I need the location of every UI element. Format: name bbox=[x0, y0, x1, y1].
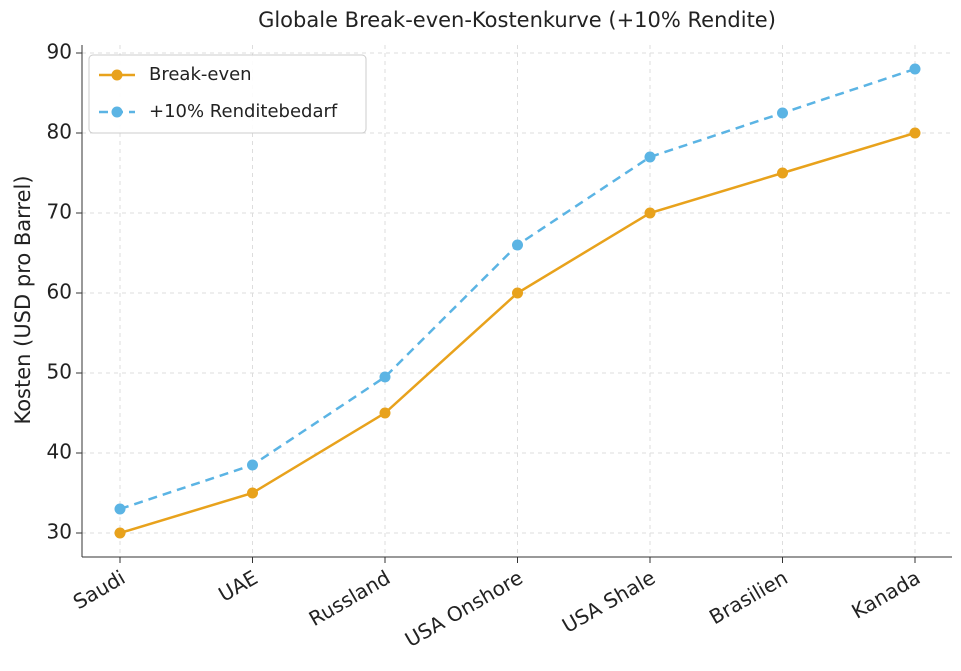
x-tick-label: Brasilien bbox=[705, 565, 792, 629]
point bbox=[777, 167, 788, 179]
y-tick-label: 60 bbox=[47, 280, 72, 304]
point bbox=[379, 407, 391, 419]
point bbox=[512, 239, 523, 251]
y-tick-label: 40 bbox=[47, 440, 72, 464]
y-axis-label: Kosten (USD pro Barrel) bbox=[11, 175, 35, 424]
legend-marker bbox=[111, 69, 123, 81]
point bbox=[379, 371, 391, 383]
point bbox=[247, 487, 258, 499]
x-tick-label: UAE bbox=[214, 565, 261, 606]
point bbox=[512, 287, 523, 299]
point bbox=[114, 503, 126, 515]
y-tick-label: 30 bbox=[47, 520, 72, 544]
point bbox=[114, 527, 126, 539]
legend-marker bbox=[111, 106, 123, 118]
x-tick-label: Kanada bbox=[847, 565, 924, 623]
y-tick-label: 50 bbox=[47, 360, 72, 384]
point bbox=[909, 63, 921, 75]
legend-box bbox=[88, 54, 367, 134]
legend-label: +10% Renditebedarf bbox=[149, 101, 338, 122]
y-tick-label: 90 bbox=[47, 40, 72, 64]
point bbox=[644, 207, 656, 219]
x-tick-label: USA Shale bbox=[558, 565, 659, 637]
x-tick-label: Saudi bbox=[69, 565, 129, 614]
y-tick-label: 80 bbox=[47, 120, 72, 144]
chart-title: Globale Break-even-Kostenkurve (+10% Ren… bbox=[258, 8, 776, 32]
point bbox=[777, 107, 788, 119]
point bbox=[644, 151, 656, 163]
x-tick-label: USA Onshore bbox=[401, 565, 527, 652]
y-tick-label: 70 bbox=[47, 200, 72, 224]
point bbox=[909, 127, 921, 139]
legend-label: Break-even bbox=[149, 64, 252, 85]
x-tick-label: Russland bbox=[305, 565, 395, 631]
point bbox=[247, 459, 258, 471]
